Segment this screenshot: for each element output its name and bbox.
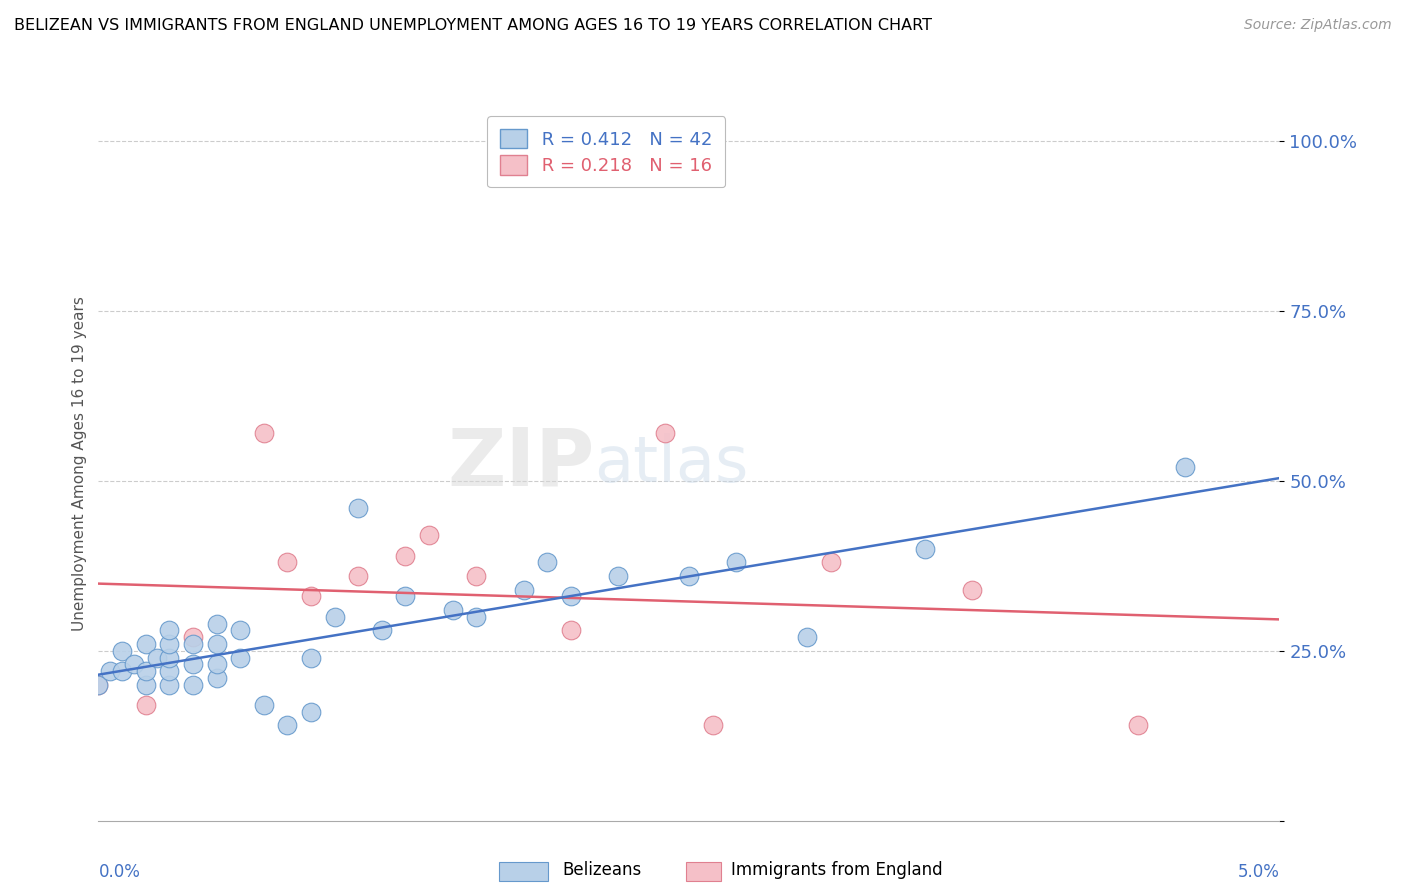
Point — [98, 664, 121, 678]
Point — [87, 678, 110, 692]
Point — [725, 555, 748, 569]
Point — [205, 616, 228, 631]
Point — [205, 637, 228, 651]
Text: atlas: atlas — [595, 433, 749, 495]
Point — [347, 569, 370, 583]
Point — [394, 549, 416, 563]
Point — [205, 671, 228, 685]
Point — [276, 718, 298, 732]
Point — [962, 582, 984, 597]
Point — [205, 657, 228, 672]
Point — [323, 609, 346, 624]
Point — [157, 624, 180, 638]
Point — [157, 664, 180, 678]
Point — [465, 569, 488, 583]
Point — [394, 590, 416, 604]
Point — [347, 501, 370, 516]
Point — [371, 624, 394, 638]
Point — [181, 637, 204, 651]
Text: Source: ZipAtlas.com: Source: ZipAtlas.com — [1244, 18, 1392, 32]
Point — [111, 644, 134, 658]
Text: ZIP: ZIP — [447, 425, 595, 503]
Point — [157, 678, 180, 692]
Text: 0.0%: 0.0% — [98, 863, 141, 881]
Point — [299, 590, 322, 604]
Point — [914, 541, 936, 556]
Point — [276, 555, 298, 569]
Text: 5.0%: 5.0% — [1237, 863, 1279, 881]
Point — [1126, 718, 1149, 732]
Point — [122, 657, 145, 672]
Point — [111, 664, 134, 678]
Point — [181, 678, 204, 692]
Point — [87, 678, 110, 692]
Point — [560, 590, 582, 604]
Point — [229, 650, 252, 665]
Point — [135, 698, 157, 712]
Point — [560, 624, 582, 638]
Point — [678, 569, 700, 583]
Point — [253, 426, 276, 441]
Point — [157, 637, 180, 651]
Point — [702, 718, 724, 732]
Point — [135, 678, 157, 692]
Point — [135, 664, 157, 678]
Point — [796, 630, 818, 644]
Point — [441, 603, 464, 617]
Point — [536, 555, 558, 569]
Point — [181, 657, 204, 672]
Point — [465, 609, 488, 624]
Point — [654, 426, 676, 441]
Point — [181, 630, 204, 644]
Point — [299, 650, 322, 665]
Legend:  R = 0.412   N = 42,  R = 0.218   N = 16: R = 0.412 N = 42, R = 0.218 N = 16 — [488, 116, 725, 187]
Point — [157, 650, 180, 665]
Point — [229, 624, 252, 638]
Text: Belizeans: Belizeans — [562, 861, 641, 879]
Point — [1174, 460, 1197, 475]
Point — [253, 698, 276, 712]
Point — [299, 705, 322, 719]
Point — [512, 582, 534, 597]
Point — [418, 528, 440, 542]
Point — [820, 555, 842, 569]
Y-axis label: Unemployment Among Ages 16 to 19 years: Unemployment Among Ages 16 to 19 years — [72, 296, 87, 632]
Text: Immigrants from England: Immigrants from England — [731, 861, 943, 879]
Point — [135, 637, 157, 651]
Point — [146, 650, 169, 665]
Text: BELIZEAN VS IMMIGRANTS FROM ENGLAND UNEMPLOYMENT AMONG AGES 16 TO 19 YEARS CORRE: BELIZEAN VS IMMIGRANTS FROM ENGLAND UNEM… — [14, 18, 932, 33]
Point — [607, 569, 630, 583]
